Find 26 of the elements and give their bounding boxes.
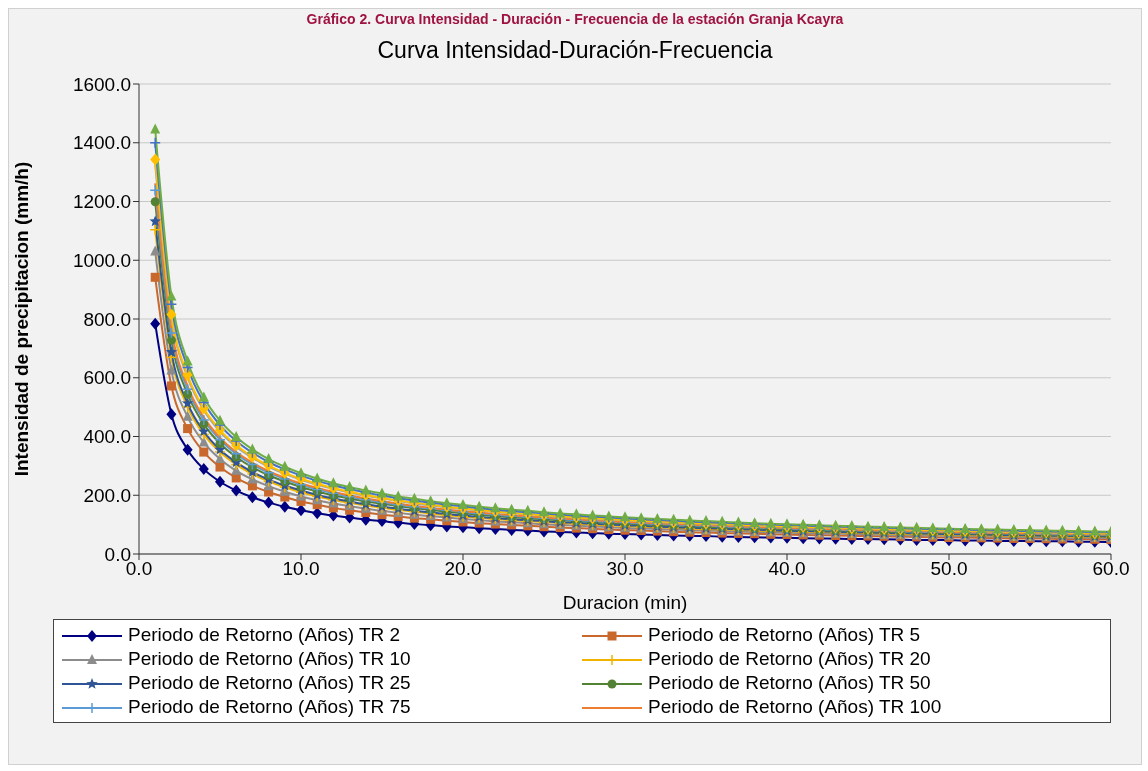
text: Gráfico 2. Curva Intensidad - Duración - Frecuencia de la estación Granja Kcayra xyxy=(305,10,845,27)
y-tick-label: 600.0 xyxy=(83,367,131,389)
legend-label: Periodo de Retorno (Años) TR 5 xyxy=(647,624,922,646)
y-tick-label: 1200.0 xyxy=(72,191,131,213)
legend-label: Periodo de Retorno (Años) TR 75 xyxy=(127,696,412,718)
legend-label: Periodo de Retorno (Años) TR 20 xyxy=(647,648,932,670)
chart-title: Curva Intensidad-Duración-Frecuencia xyxy=(376,37,774,64)
x-axis-title: Duracion (min) xyxy=(562,592,688,613)
legend-label: Periodo de Retorno (Años) TR 100 xyxy=(647,696,943,718)
y-tick-label: 1000.0 xyxy=(72,249,131,271)
legend-label: Periodo de Retorno (Años) TR 25 xyxy=(127,672,412,694)
y-tick-label: 400.0 xyxy=(83,426,131,448)
legend-label: Periodo de Retorno (Años) TR 2 xyxy=(127,624,402,646)
y-tick-label: 800.0 xyxy=(83,308,131,330)
y-tick-label: 1400.0 xyxy=(72,132,131,154)
legend-label: Periodo de Retorno (Años) TR 50 xyxy=(647,672,932,694)
x-tick-label: 10.0 xyxy=(282,558,320,580)
legend-label: Periodo de Retorno (Años) TR 10 xyxy=(127,648,412,670)
x-tick-label: 40.0 xyxy=(768,558,806,580)
x-tick-label: 30.0 xyxy=(606,558,644,580)
x-tick-label: 20.0 xyxy=(444,558,482,580)
x-tick-label: 50.0 xyxy=(930,558,968,580)
y-tick-label: 200.0 xyxy=(83,484,131,506)
x-tick-label: 60.0 xyxy=(1092,558,1130,580)
y-axis-title: Intensidad de precipitacion (mm/h) xyxy=(10,161,32,477)
y-tick-label: 1600.0 xyxy=(72,73,131,95)
